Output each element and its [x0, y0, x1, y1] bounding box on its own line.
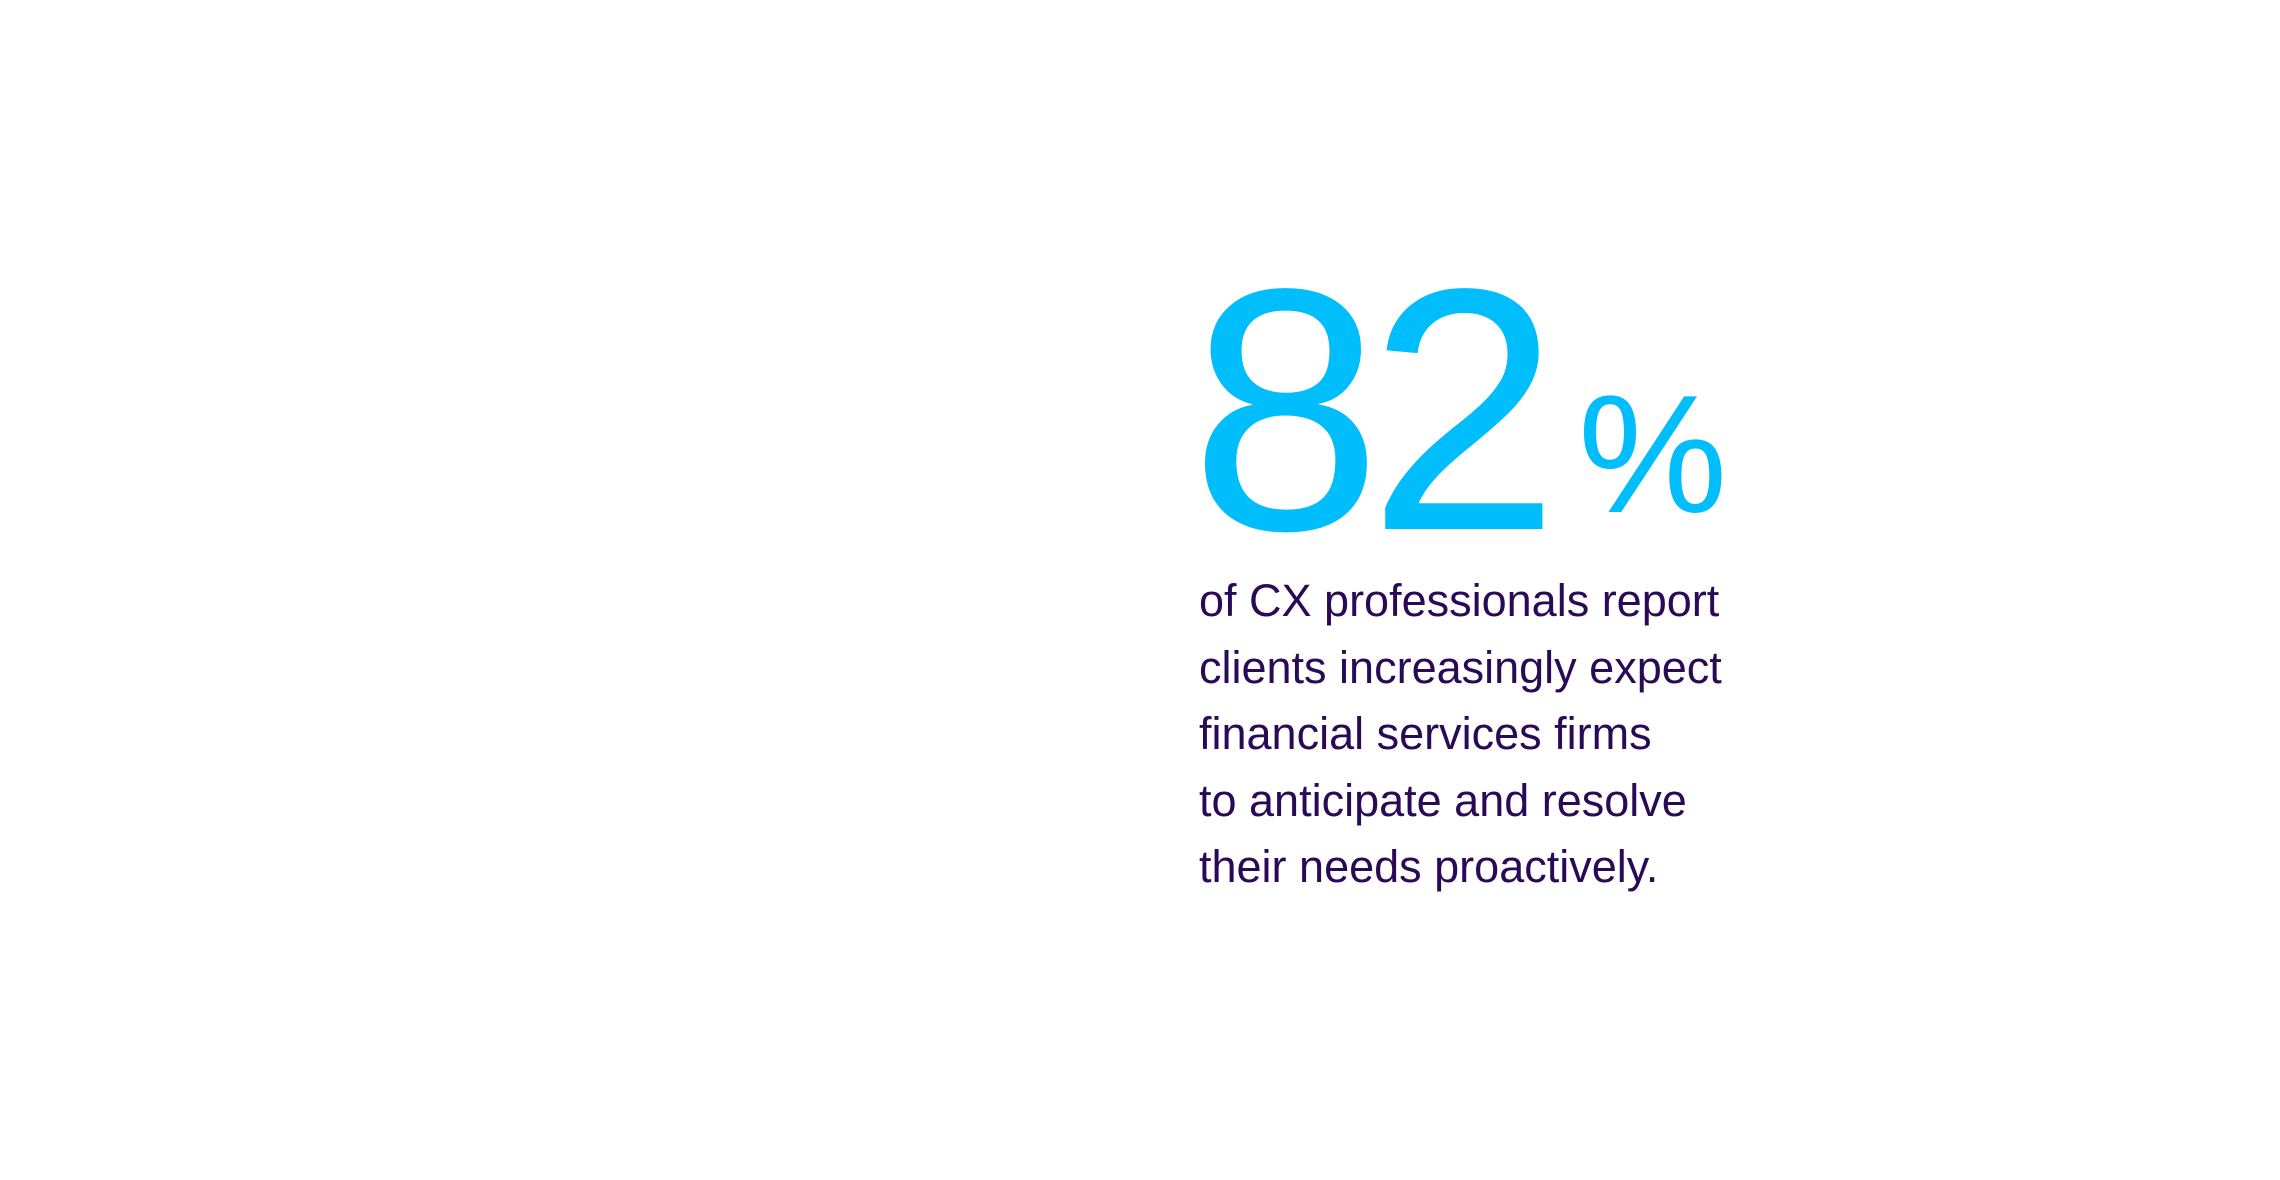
description-line: financial services firms: [1199, 708, 1652, 759]
statistic-description: of CX professionals report clients incre…: [1199, 568, 1722, 901]
description-line: of CX professionals report: [1199, 575, 1720, 626]
description-line: to anticipate and resolve: [1199, 774, 1687, 826]
description-line: their needs proactively.: [1199, 841, 1659, 892]
statistic-unit: %: [1578, 360, 1728, 548]
statistic-value: 82: [1190, 218, 1560, 603]
description-line: clients increasingly expect: [1199, 641, 1722, 693]
